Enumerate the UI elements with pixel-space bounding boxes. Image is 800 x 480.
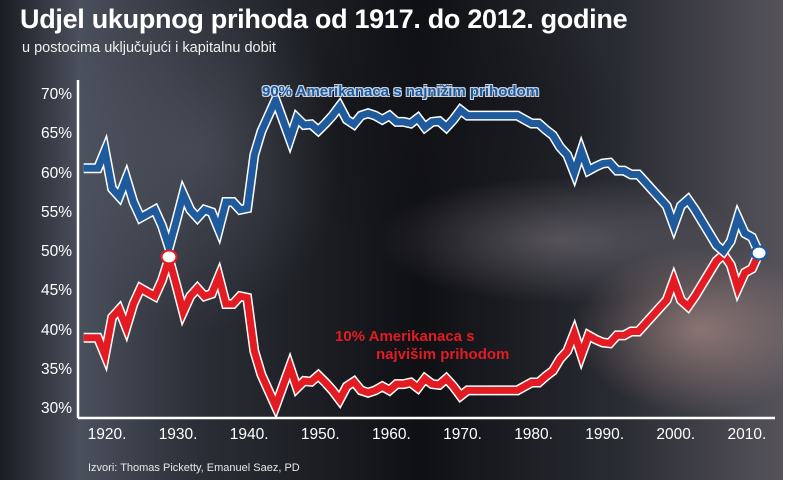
crossing-marker	[160, 249, 178, 265]
crossing-marker	[750, 245, 768, 261]
y-tick-label: 45%	[40, 282, 72, 300]
x-tick-label: 2000.	[656, 426, 696, 443]
y-tick-label: 30%	[40, 400, 72, 417]
source-note: Izvori: Thomas Picketty, Emanuel Saez, P…	[88, 462, 300, 474]
y-tick-label: 55%	[40, 203, 72, 221]
y-tick-label: 60%	[40, 164, 72, 182]
x-tick-label: 1940.	[229, 426, 269, 443]
axes	[76, 80, 775, 420]
legend-bottom90: 90% Amerikanaca s najnižim prihodom	[262, 83, 540, 100]
top10-line	[83, 246, 763, 416]
data-lines	[83, 86, 764, 420]
x-tick-label: 2010.	[727, 426, 767, 443]
y-tick-label: 50%	[40, 243, 72, 260]
x-tick-label: 1990.	[585, 426, 625, 443]
x-tick-label: 1960.	[371, 426, 411, 443]
x-tick-label: 1920.	[87, 426, 127, 443]
legend-top10-line1: 10% Amerikanaca s	[335, 328, 475, 345]
crossing-markers	[160, 245, 768, 265]
chart-background: Udjel ukupnog prihoda od 1917. do 2012. …	[0, 0, 783, 480]
y-tick-label: 40%	[40, 321, 72, 339]
y-tick-label: 65%	[40, 125, 72, 143]
x-tick-label: 1970.	[443, 426, 482, 443]
chart-subtitle: u postocima uključujući i kapitalnu dobi…	[22, 40, 276, 56]
x-tick-label: 1930.	[158, 426, 198, 443]
chart-title: Udjel ukupnog prihoda od 1917. do 2012. …	[20, 4, 628, 34]
line-chart	[76, 80, 775, 420]
x-tick-label: 1950.	[300, 426, 340, 443]
legend-top10-line2: najvišim prihodom	[376, 346, 510, 363]
bottom90-line	[83, 90, 763, 260]
y-tick-label: 35%	[40, 360, 72, 378]
y-tick-label: 70%	[40, 86, 72, 103]
x-tick-label: 1980.	[514, 426, 553, 443]
